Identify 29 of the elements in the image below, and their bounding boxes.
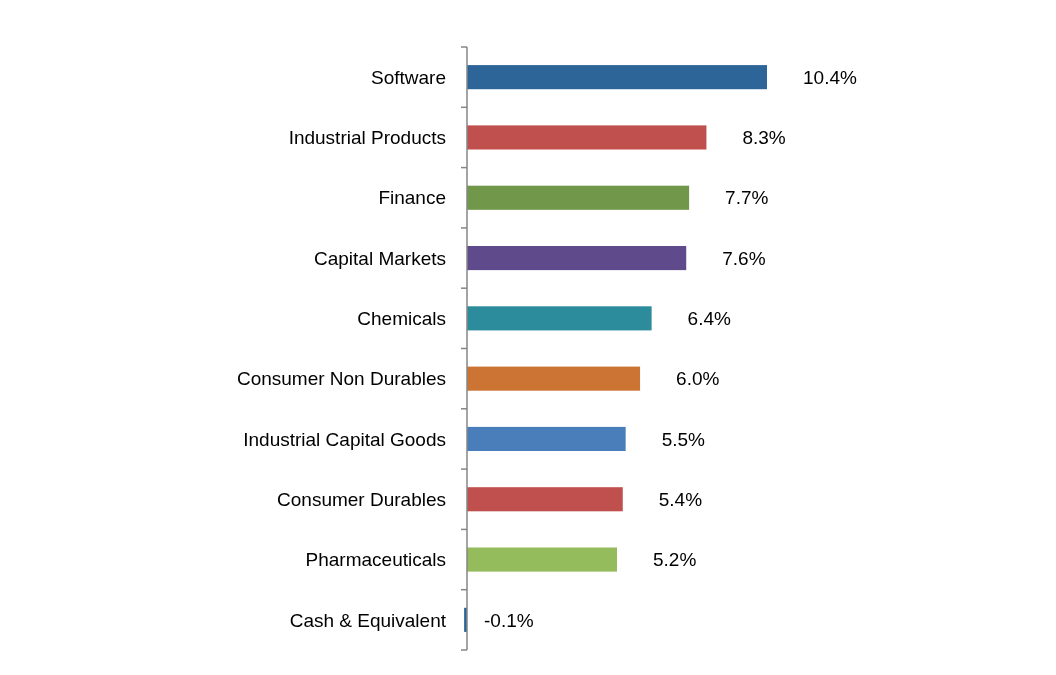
y-tick-label: Capital Markets — [314, 247, 446, 269]
data-label: 7.7% — [725, 187, 769, 209]
bar — [467, 487, 623, 512]
bar — [467, 426, 626, 452]
y-tick-label: Pharmaceuticals — [305, 549, 446, 571]
data-label: 5.2% — [653, 549, 697, 571]
bar — [467, 185, 690, 210]
y-tick-label: Consumer Non Durables — [236, 368, 446, 390]
y-tick-label: Chemicals — [357, 308, 446, 329]
bar — [467, 306, 652, 331]
y-tick-label: Software — [371, 66, 446, 88]
bar — [467, 366, 641, 391]
data-label: 8.3% — [742, 127, 786, 149]
y-tick-label: Consumer Durables — [277, 488, 446, 510]
data-label: 6.4% — [687, 308, 732, 329]
bar — [467, 65, 767, 90]
data-label: 7.6% — [722, 247, 766, 269]
data-label: 10.4% — [803, 66, 857, 88]
bar — [467, 547, 617, 572]
data-label: -0.1% — [484, 609, 534, 631]
bar — [467, 125, 707, 150]
data-label: 5.4% — [658, 488, 703, 510]
data-label: 5.5% — [661, 428, 706, 450]
y-tick-label: Industrial Products — [288, 127, 446, 149]
data-label: 6.0% — [676, 368, 720, 390]
y-tick-label: Cash & Equivalent — [289, 609, 447, 631]
y-tick-label: Finance — [378, 187, 446, 209]
bar — [467, 245, 687, 271]
y-tick-label: Industrial Capital Goods — [243, 428, 446, 450]
